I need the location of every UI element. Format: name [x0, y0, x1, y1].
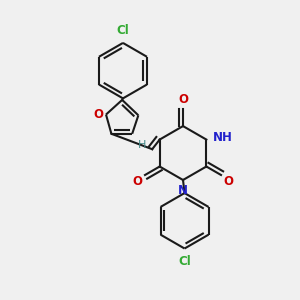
- Text: O: O: [178, 93, 188, 106]
- Text: O: O: [93, 108, 103, 121]
- Text: Cl: Cl: [117, 24, 129, 37]
- Text: Cl: Cl: [178, 255, 191, 268]
- Text: N: N: [178, 184, 188, 197]
- Text: O: O: [224, 175, 234, 188]
- Text: NH: NH: [213, 131, 233, 144]
- Text: H: H: [138, 140, 146, 150]
- Text: O: O: [132, 175, 142, 188]
